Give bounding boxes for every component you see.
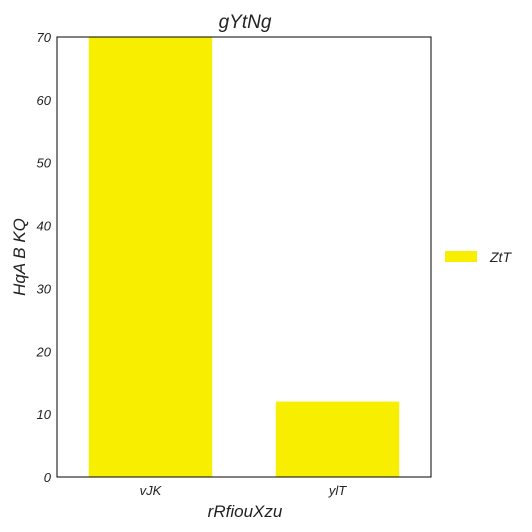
y-axis-label: HqA B KQ xyxy=(10,218,29,296)
bar-vJK xyxy=(88,37,213,477)
y-tick-label: 0 xyxy=(44,470,52,485)
bar-ylT xyxy=(275,401,400,477)
legend-label: ZtT xyxy=(489,249,512,265)
y-tick-label: 40 xyxy=(37,219,52,234)
plot-frame xyxy=(56,36,432,478)
legend: ZtT xyxy=(445,249,512,265)
x-tick-label: vJK xyxy=(140,483,163,498)
y-tick-label: 10 xyxy=(37,407,52,422)
x-axis: vJK ylT xyxy=(140,483,348,498)
y-tick-label: 70 xyxy=(37,30,52,45)
x-axis-label: rRfiouXzu xyxy=(208,502,283,521)
y-tick-label: 60 xyxy=(37,93,52,108)
x-tick-label: ylT xyxy=(328,483,347,498)
chart-title: gYtNg xyxy=(219,12,272,33)
y-tick-label: 20 xyxy=(36,344,52,359)
bars-group xyxy=(88,37,400,477)
y-tick-label: 50 xyxy=(37,156,52,171)
y-axis: 0 10 20 30 40 50 60 70 xyxy=(36,30,52,485)
y-tick-label: 30 xyxy=(37,281,52,296)
legend-swatch xyxy=(445,251,477,262)
